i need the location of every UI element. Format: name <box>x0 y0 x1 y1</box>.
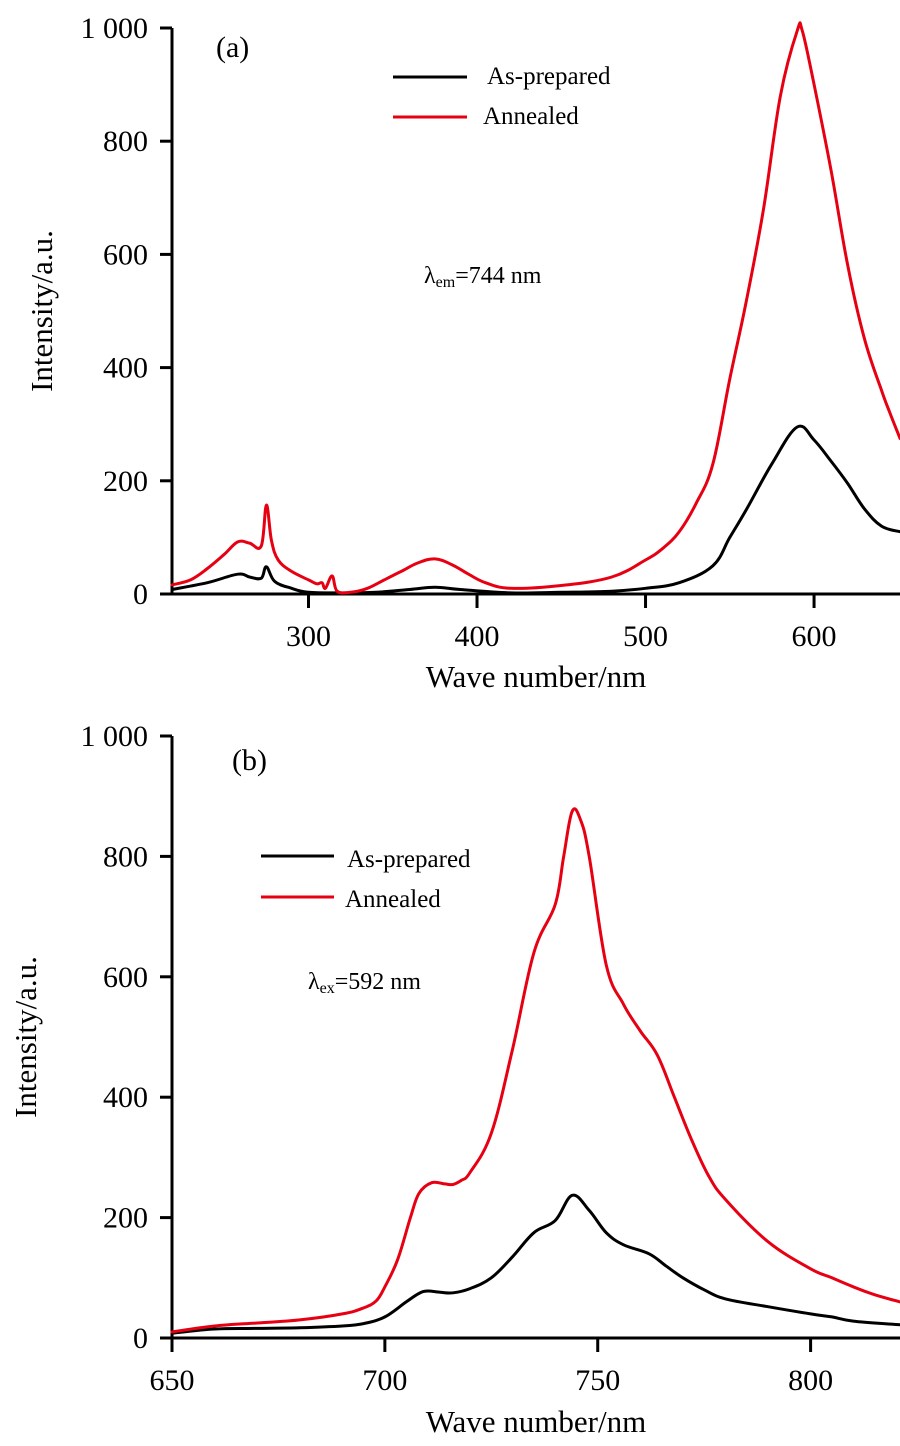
x-axis-title: Wave number/nm <box>426 1404 646 1439</box>
legend: As-prepared Annealed <box>261 846 471 913</box>
y-axis-title: Intensity/a.u. <box>24 230 59 392</box>
legend-label-as-prepared: As-prepared <box>487 63 611 90</box>
y-tick-label: 200 <box>103 1202 148 1235</box>
legend: As-prepared Annealed <box>393 63 611 130</box>
y-tick-label: 400 <box>103 1081 148 1114</box>
annotation-subscript: ex <box>320 980 335 997</box>
annotation-lambda-ex: λex=592 nm <box>308 969 421 997</box>
y-tick-label: 400 <box>103 352 148 385</box>
x-ticks: 650 700 750 800 <box>150 1338 833 1397</box>
x-tick-label: 650 <box>150 1364 195 1397</box>
annotation-prefix: λ <box>424 263 436 289</box>
series-line-as-prepared <box>170 424 900 595</box>
x-tick-label: 750 <box>575 1364 620 1397</box>
y-tick-label: 600 <box>103 238 148 271</box>
panel-label: (a) <box>216 31 249 64</box>
y-tick-label: 200 <box>103 465 148 498</box>
annotation-lambda-em: λem=744 nm <box>424 263 542 291</box>
y-tick-label: 1 000 <box>81 12 149 45</box>
panel-b: 0 200 400 600 800 1 000 650 700 750 800 (b) Wave… <box>8 720 900 1439</box>
panel-a: 0 200 400 600 800 1 000 300 400 500 600 (a) Wave… <box>24 12 900 694</box>
series-line-as-prepared <box>170 1193 900 1335</box>
x-tick-label: 700 <box>362 1364 407 1397</box>
x-tick-label: 300 <box>286 620 331 653</box>
series-line-annealed <box>170 21 900 595</box>
y-ticks: 0 200 400 600 800 1 000 <box>81 12 172 611</box>
series-group <box>170 21 900 595</box>
legend-label-as-prepared: As-prepared <box>347 846 471 873</box>
series-line-annealed <box>170 807 900 1334</box>
y-tick-label: 800 <box>103 125 148 158</box>
y-axis-title: Intensity/a.u. <box>8 956 43 1118</box>
y-tick-label: 0 <box>133 578 148 611</box>
annotation-prefix: λ <box>308 969 320 995</box>
x-ticks: 300 400 500 600 <box>286 594 837 653</box>
annotation-subscript: em <box>436 274 456 291</box>
y-tick-label: 1 000 <box>81 720 149 753</box>
y-ticks: 0 200 400 600 800 1 000 <box>81 720 172 1355</box>
legend-label-annealed: Annealed <box>483 103 579 130</box>
x-tick-label: 500 <box>623 620 668 653</box>
annotation-suffix: =744 nm <box>455 263 542 289</box>
y-tick-label: 0 <box>133 1322 148 1355</box>
x-tick-label: 600 <box>792 620 837 653</box>
x-axis-title: Wave number/nm <box>426 659 646 694</box>
panel-label: (b) <box>232 744 267 777</box>
y-tick-label: 600 <box>103 961 148 994</box>
series-group <box>170 807 900 1335</box>
x-tick-label: 800 <box>788 1364 833 1397</box>
x-tick-label: 400 <box>455 620 500 653</box>
legend-label-annealed: Annealed <box>345 886 441 913</box>
annotation-suffix: =592 nm <box>335 969 422 995</box>
y-tick-label: 800 <box>103 840 148 873</box>
